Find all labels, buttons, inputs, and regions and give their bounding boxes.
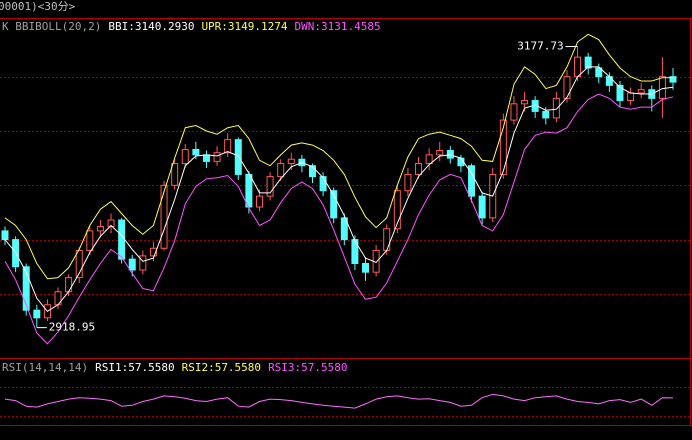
indicator-readout: DWN:3131.4585 [295,20,381,33]
indicator-label: RSI(14,14,14) [2,361,88,374]
indicator-line [4,33,674,280]
candle-body [118,219,126,260]
candle-body [287,158,295,165]
candle-body [468,165,476,197]
candle-body [266,176,274,197]
indicator-readout: RSI2:57.5580 [182,361,261,374]
candle-body [627,92,635,102]
candle-body [595,67,603,78]
candle-body [415,163,423,175]
candle-body [308,165,316,178]
candle-body [616,84,624,102]
candle-body [149,247,157,257]
candle-body [404,173,412,192]
candle-body [86,230,94,251]
candle-body [22,266,30,311]
candle-body [65,277,73,293]
indicator-label: K BBIBOLL(20,2) [2,20,101,33]
high-annotation: 3177.73 [517,40,563,53]
indicator-readout: RSI3:57.5580 [268,361,347,374]
candle-body [574,56,582,78]
candle-body [234,139,242,175]
indicator-readout: BBI:3140.2930 [108,20,194,33]
candle-body [319,176,327,192]
candle-body [96,226,104,232]
candle-body [224,139,232,154]
candle-body [1,230,9,241]
candle-body [499,119,507,175]
candle-body [213,152,221,162]
candle-body [362,262,370,273]
indicator-readout: RSI1:57.5580 [95,361,174,374]
candle-body [351,239,359,264]
candle-body [552,97,560,119]
indicator-line [4,66,674,312]
candle-body [383,228,391,251]
candle-body [605,76,613,86]
candle-body [393,190,401,230]
indicator-line [4,93,674,345]
candle-body [669,76,677,83]
candle-body [330,190,338,219]
candle-body [181,148,189,165]
candle-body [478,195,486,219]
candle-body [563,76,571,99]
indicator-readout: UPR:3149.1274 [201,20,287,33]
candle-body [658,76,666,99]
candle-body [425,154,433,165]
candle-body [340,217,348,241]
candle-body [107,219,115,228]
candle-body [75,249,83,279]
indicator-line [4,393,674,409]
candle-body [139,255,147,271]
window-title: 00001)<30分> [0,0,76,13]
candle-body [436,150,444,156]
candle-body [521,100,529,105]
candle-body [128,258,136,271]
candle-body [192,148,200,156]
candle-body [584,56,592,69]
candle-body [446,150,454,159]
candle-body [202,154,210,162]
candle-body [637,89,645,94]
candle-body [255,195,263,208]
candle-body [277,163,285,178]
candle-body [33,309,41,319]
candle-body [171,163,179,186]
candle-body [510,103,518,121]
low-annotation: 2918.95 [49,321,95,334]
candle-body [160,184,168,249]
candle-body [245,173,253,208]
candle-body [542,110,550,119]
